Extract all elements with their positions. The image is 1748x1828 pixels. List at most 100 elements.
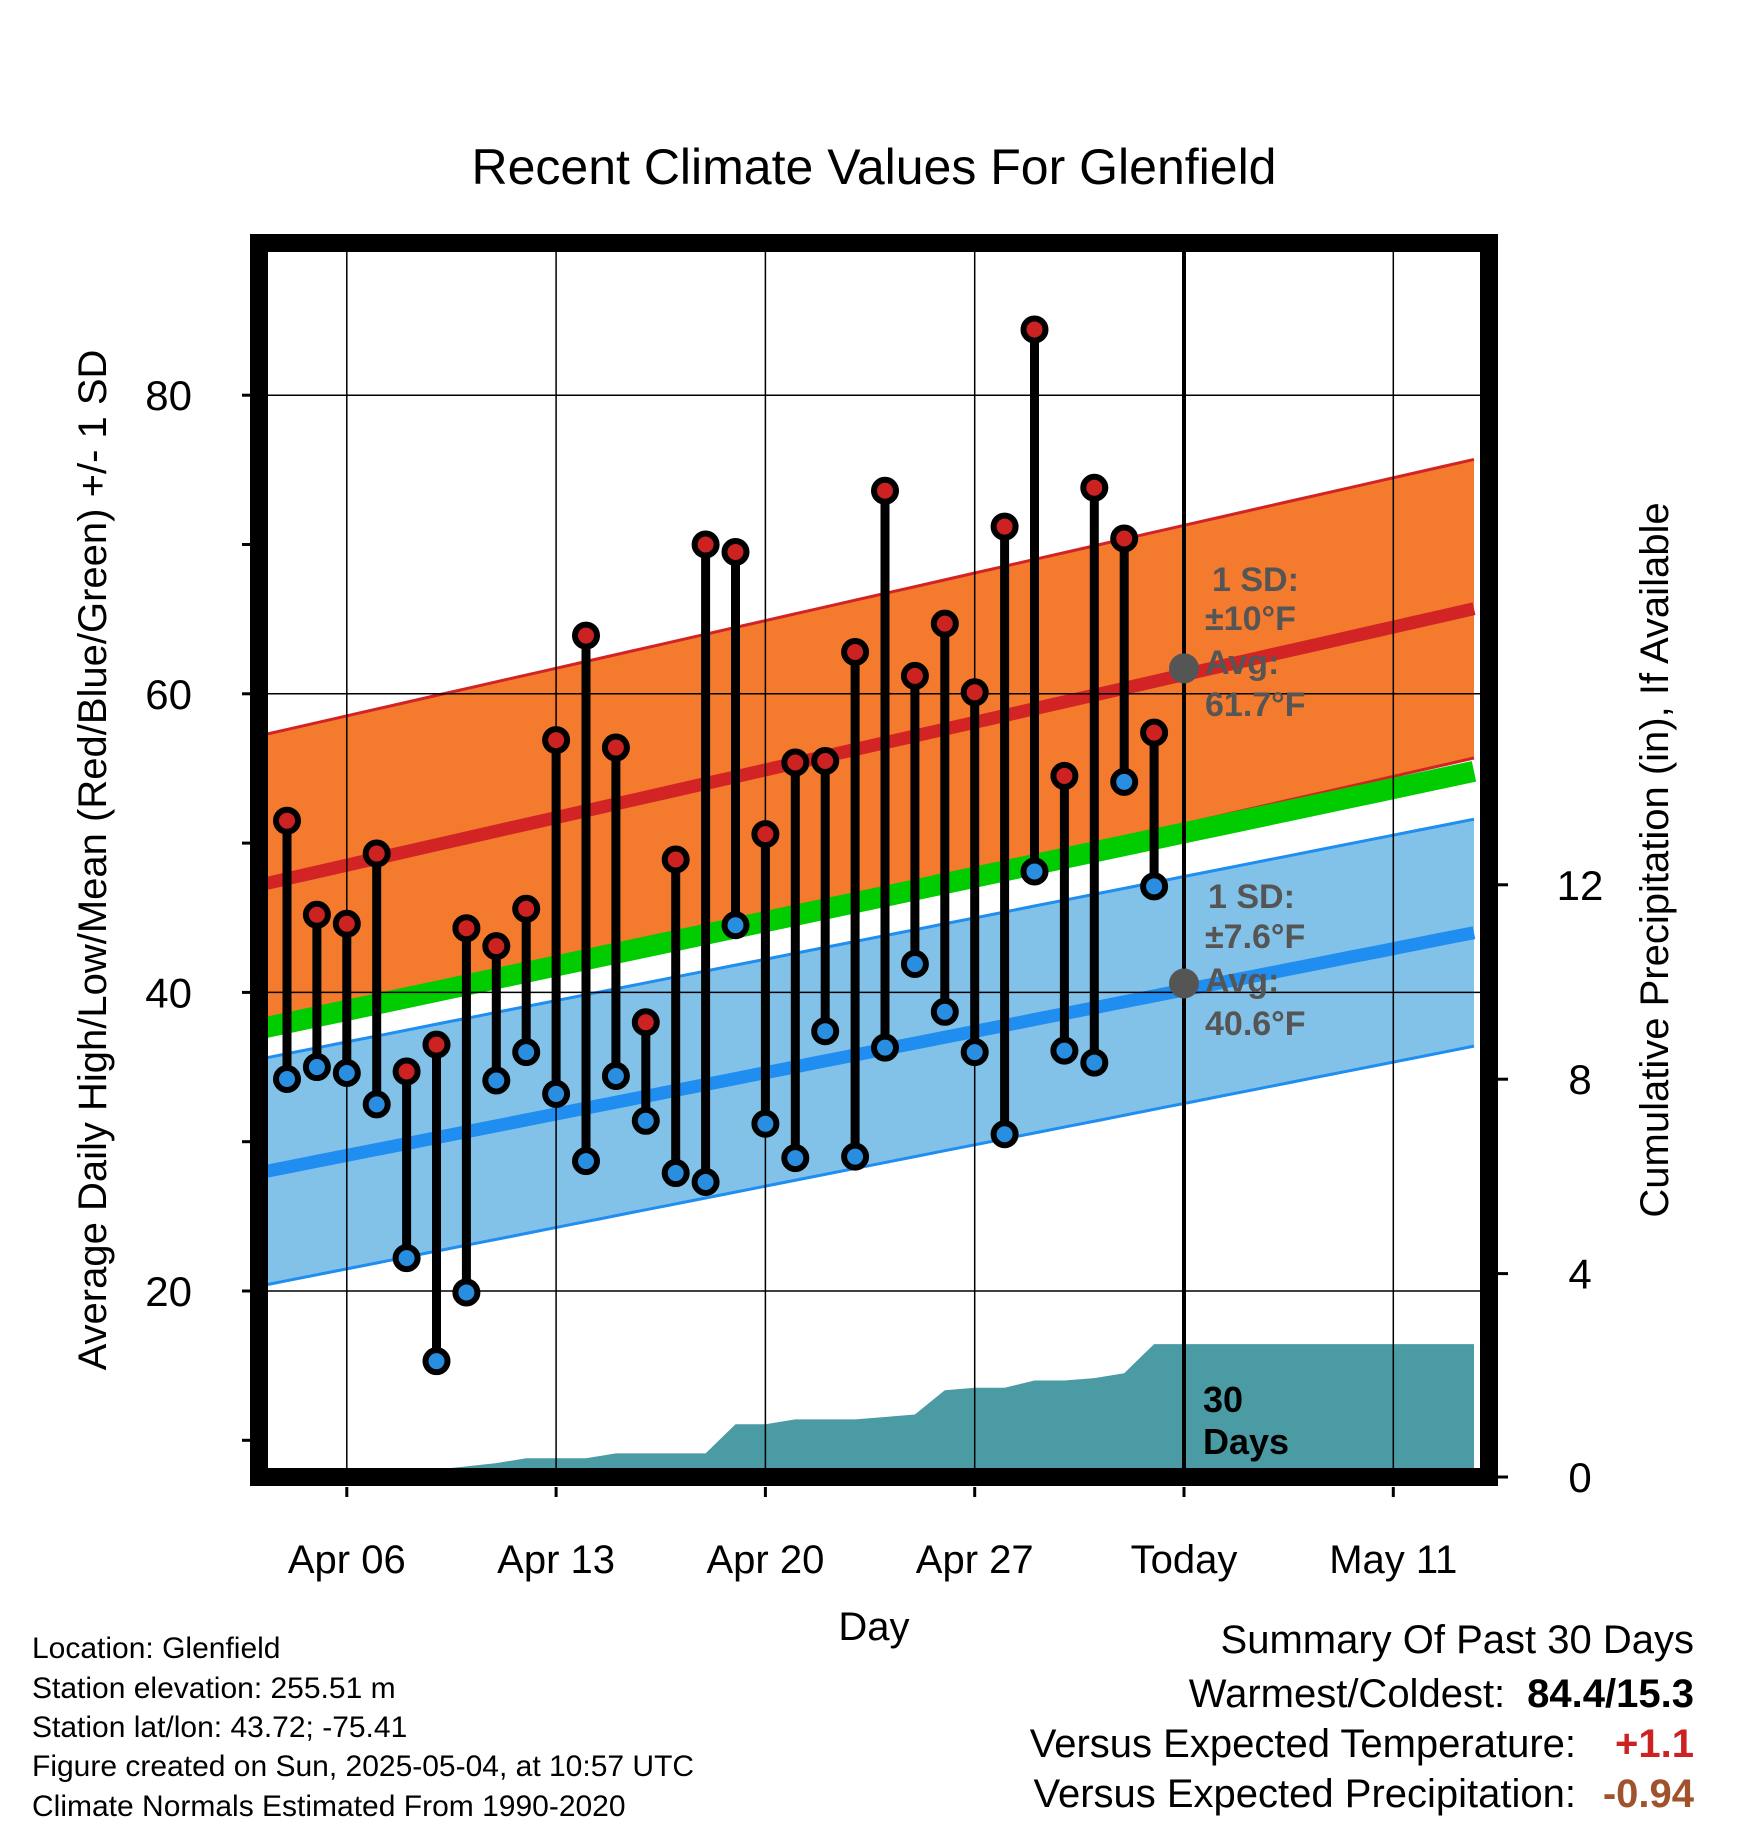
x-tick-label: Apr 27 [916, 1538, 1034, 1582]
daily-low-point [512, 1038, 541, 1067]
today-high-avg-marker [1169, 653, 1199, 684]
daily-low-point [781, 1144, 810, 1173]
daily-low-point [661, 1159, 690, 1188]
high-annotation-line-1: 1 SD: [1212, 561, 1299, 599]
daily-high-point [1020, 315, 1049, 344]
daily-low-point [362, 1090, 391, 1119]
daily-high-point [452, 914, 481, 943]
daily-low-point [871, 1033, 899, 1062]
daily-low-point [332, 1059, 361, 1088]
x-tick-label: May 11 [1329, 1538, 1457, 1582]
daily-low-point [542, 1079, 571, 1108]
daily-low-point [930, 997, 959, 1026]
daily-high-point [990, 512, 1019, 541]
daily-high-point [751, 820, 780, 849]
daily-low-point [601, 1062, 630, 1091]
high-annotation-line-3: Avg: [1205, 644, 1279, 682]
daily-low-point [273, 1064, 301, 1093]
daily-high-point [302, 900, 331, 929]
summary-warmest-value: 84.4/15.3 [1527, 1672, 1694, 1716]
daily-high-point [1140, 718, 1169, 747]
low-annotation-line-4: 40.6°F [1205, 1005, 1306, 1043]
daily-high-point [542, 726, 571, 755]
precip-area [268, 1344, 1474, 1468]
daily-high-point [273, 806, 301, 835]
y2-axis-title: Cumulative Precipitation (in), If Availa… [1633, 502, 1677, 1217]
daily-low-point [1110, 767, 1139, 796]
daily-low-point [482, 1066, 511, 1095]
daily-low-point [302, 1053, 331, 1082]
daily-high-point [781, 748, 810, 777]
info-elevation: Station elevation: 255.51 m [32, 1672, 396, 1705]
daily-low-point [422, 1347, 451, 1376]
daily-high-point [661, 845, 690, 874]
today-low-avg-marker [1169, 968, 1199, 999]
window-label-number: 30 [1203, 1379, 1243, 1420]
chart-title: Recent Climate Values For Glenfield [471, 139, 1277, 195]
daily-low-point [990, 1120, 1019, 1149]
daily-high-point [841, 637, 870, 666]
x-tick-label: Today [1131, 1538, 1238, 1582]
summary-temp-label: Versus Expected Temperature: [1029, 1722, 1576, 1766]
daily-low-point [1080, 1048, 1109, 1077]
x-tick-label: Apr 13 [497, 1538, 615, 1582]
x-tick-label: Apr 06 [288, 1538, 406, 1582]
daily-high-point [871, 476, 899, 505]
info-normals: Climate Normals Estimated From 1990-2020 [32, 1790, 626, 1823]
daily-low-point [1140, 872, 1169, 901]
summary-precip-value: -0.94 [1602, 1772, 1694, 1816]
daily-low-point [841, 1142, 870, 1171]
daily-high-point [900, 661, 929, 690]
summary-precip-row: Versus Expected Precipitation: -0.94 [1033, 1772, 1694, 1817]
daily-low-point [1050, 1036, 1079, 1065]
y-tick-label: 20 [145, 1268, 192, 1315]
daily-high-point [1080, 473, 1109, 502]
daily-high-point [1050, 761, 1079, 790]
summary-heading: Summary Of Past 30 Days [1220, 1618, 1694, 1662]
daily-high-point [362, 839, 391, 868]
daily-high-point [691, 530, 720, 559]
low-annotation-line-1: 1 SD: [1208, 878, 1295, 916]
daily-low-point [960, 1038, 989, 1067]
daily-high-point [572, 621, 600, 650]
y2-tick-label: 8 [1568, 1056, 1591, 1103]
high-annotation-line-4: 61.7°F [1205, 686, 1306, 724]
x-axis-title: Day [838, 1605, 909, 1649]
daily-high-point [422, 1030, 451, 1059]
daily-high-point [601, 733, 630, 762]
plot-frame [250, 234, 1498, 1486]
daily-high-point [811, 746, 840, 775]
info-location: Location: Glenfield [32, 1632, 281, 1665]
daily-low-point [900, 950, 929, 979]
daily-low-point [721, 911, 750, 940]
window-label-unit: Days [1203, 1421, 1289, 1462]
low-annotation-line-3: Avg: [1205, 962, 1279, 1000]
info-created: Figure created on Sun, 2025-05-04, at 10… [32, 1750, 695, 1783]
daily-high-point [960, 678, 989, 707]
daily-high-point [721, 537, 750, 566]
low-annotation-line-2: ±7.6°F [1205, 918, 1305, 956]
daily-high-point [392, 1057, 421, 1086]
summary-precip-label: Versus Expected Precipitation: [1033, 1772, 1576, 1816]
daily-low-point [452, 1278, 481, 1307]
high-annotation-line-2: ±10°F [1205, 600, 1296, 638]
y-tick-label: 80 [145, 372, 192, 419]
summary-warmest-row: Warmest/Coldest: 84.4/15.3 [1189, 1672, 1694, 1717]
daily-high-point [930, 609, 959, 638]
y-tick-label: 40 [145, 969, 192, 1016]
daily-low-point [631, 1106, 660, 1135]
daily-low-point [691, 1168, 720, 1197]
daily-high-point [332, 909, 361, 938]
daily-low-point [392, 1244, 421, 1273]
summary-temp-row: Versus Expected Temperature: +1.1 [1030, 1722, 1694, 1767]
summary-temp-value: +1.1 [1615, 1722, 1694, 1766]
high-band-upper-edge [268, 457, 1475, 736]
plot-area [268, 252, 1480, 1468]
daily-low-point [811, 1017, 840, 1046]
y-tick-label: 60 [145, 671, 192, 718]
info-latlon: Station lat/lon: 43.72; -75.41 [32, 1711, 408, 1744]
daily-high-point [482, 932, 511, 961]
daily-high-point [1110, 524, 1139, 553]
y-axis-title: Average Daily High/Low/Mean (Red/Blue/Gr… [71, 350, 115, 1371]
